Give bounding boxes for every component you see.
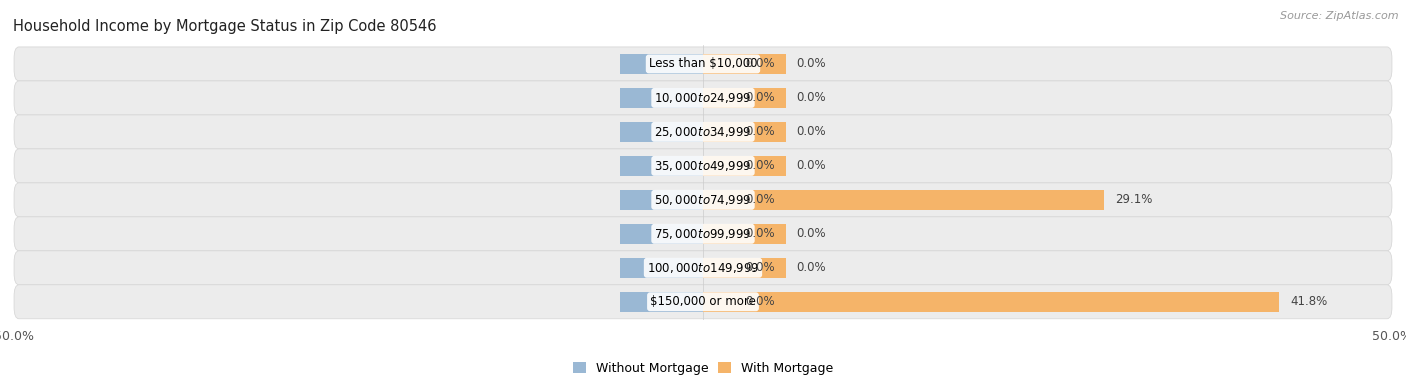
- FancyBboxPatch shape: [14, 285, 1392, 319]
- Text: 0.0%: 0.0%: [797, 227, 827, 240]
- Text: $50,000 to $74,999: $50,000 to $74,999: [654, 193, 752, 207]
- FancyBboxPatch shape: [14, 183, 1392, 217]
- Text: 0.0%: 0.0%: [797, 57, 827, 70]
- Bar: [703, 122, 786, 142]
- Text: $10,000 to $24,999: $10,000 to $24,999: [654, 91, 752, 105]
- Bar: [620, 190, 703, 210]
- Text: Source: ZipAtlas.com: Source: ZipAtlas.com: [1281, 11, 1399, 21]
- Text: 0.0%: 0.0%: [745, 227, 775, 240]
- FancyBboxPatch shape: [14, 251, 1392, 285]
- FancyBboxPatch shape: [14, 47, 1392, 81]
- Text: $75,000 to $99,999: $75,000 to $99,999: [654, 227, 752, 241]
- Text: 29.1%: 29.1%: [1115, 193, 1153, 206]
- Bar: [620, 291, 703, 312]
- Text: $100,000 to $149,999: $100,000 to $149,999: [647, 261, 759, 275]
- Text: 0.0%: 0.0%: [797, 126, 827, 138]
- FancyBboxPatch shape: [14, 217, 1392, 251]
- Bar: [620, 54, 703, 74]
- Text: 0.0%: 0.0%: [745, 91, 775, 104]
- Text: 0.0%: 0.0%: [745, 295, 775, 308]
- Text: $35,000 to $49,999: $35,000 to $49,999: [654, 159, 752, 173]
- Bar: [620, 257, 703, 278]
- FancyBboxPatch shape: [14, 115, 1392, 149]
- FancyBboxPatch shape: [14, 149, 1392, 183]
- Bar: [703, 291, 1279, 312]
- Bar: [620, 156, 703, 176]
- Text: 0.0%: 0.0%: [797, 261, 827, 274]
- Bar: [703, 224, 786, 244]
- Text: Household Income by Mortgage Status in Zip Code 80546: Household Income by Mortgage Status in Z…: [13, 19, 436, 34]
- Text: 0.0%: 0.0%: [797, 159, 827, 172]
- Text: 0.0%: 0.0%: [745, 261, 775, 274]
- Text: 41.8%: 41.8%: [1289, 295, 1327, 308]
- Text: 0.0%: 0.0%: [745, 126, 775, 138]
- Bar: [703, 190, 1104, 210]
- Text: 0.0%: 0.0%: [745, 193, 775, 206]
- FancyBboxPatch shape: [14, 81, 1392, 115]
- Bar: [703, 54, 786, 74]
- Bar: [703, 156, 786, 176]
- Text: $150,000 or more: $150,000 or more: [650, 295, 756, 308]
- Bar: [620, 224, 703, 244]
- Bar: [620, 88, 703, 108]
- Text: 0.0%: 0.0%: [745, 159, 775, 172]
- Text: $25,000 to $34,999: $25,000 to $34,999: [654, 125, 752, 139]
- Text: Less than $10,000: Less than $10,000: [648, 57, 758, 70]
- Bar: [620, 122, 703, 142]
- Legend: Without Mortgage, With Mortgage: Without Mortgage, With Mortgage: [574, 362, 832, 375]
- Bar: [703, 88, 786, 108]
- Text: 0.0%: 0.0%: [745, 57, 775, 70]
- Bar: [703, 257, 786, 278]
- Text: 0.0%: 0.0%: [797, 91, 827, 104]
